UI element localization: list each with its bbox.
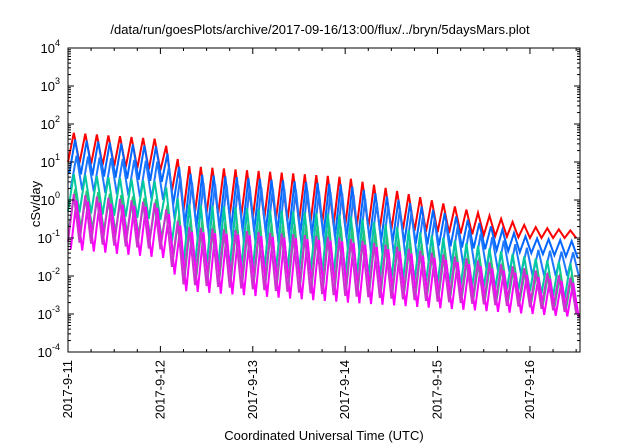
x-tick-label: 2017-9-15 [430, 360, 445, 419]
y-tick-label: 10-3 [38, 304, 60, 322]
y-axis-label: cSv/day [28, 180, 43, 228]
y-tick-label: 10-4 [38, 342, 60, 360]
y-tick-label: 100 [41, 190, 60, 208]
chart-title: /data/run/goesPlots/archive/2017-09-16/1… [110, 22, 530, 37]
series-line-7 [67, 193, 578, 314]
y-tick-label: 103 [41, 76, 60, 94]
y-tick-label: 104 [41, 38, 60, 56]
x-tick-label: 2017-9-11 [60, 360, 75, 418]
x-axis-label: Coordinated Universal Time (UTC) [224, 428, 424, 443]
x-tick-label: 2017-9-14 [337, 360, 352, 419]
x-tick-label: 2017-9-12 [152, 360, 167, 419]
y-tick-label: 102 [41, 114, 60, 132]
y-tick-label: 10-2 [38, 266, 60, 284]
x-tick-label: 2017-9-13 [245, 360, 260, 419]
series-line-6 [69, 200, 580, 318]
series-layer [67, 132, 580, 318]
x-axis: 2017-9-11 2017-9-12 2017-9-13 2017-9-14 2017… [60, 48, 577, 419]
x-tick-label: 2017-9-16 [522, 360, 537, 419]
y-tick-label: 101 [41, 152, 60, 170]
